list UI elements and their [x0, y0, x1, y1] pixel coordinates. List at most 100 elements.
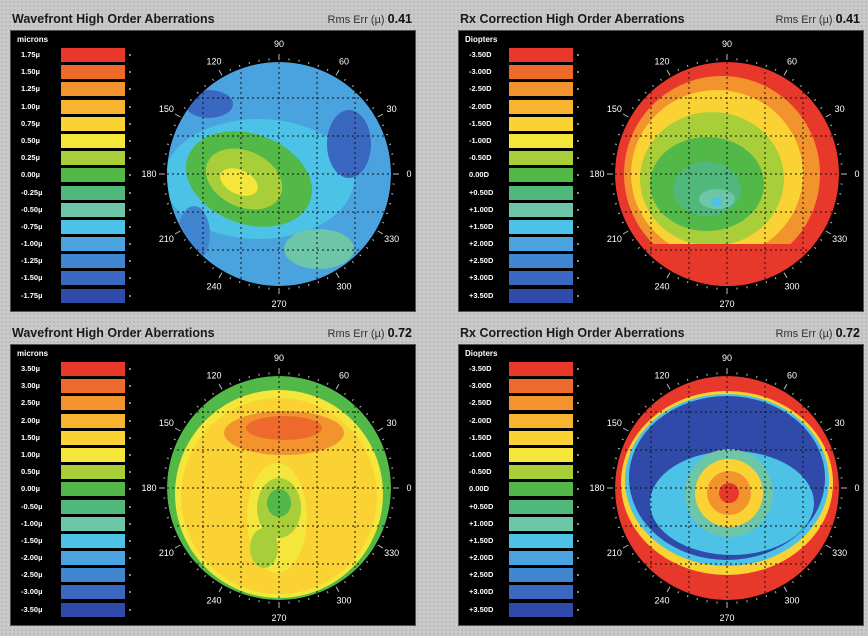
- rms-readout: Rms Err (µ) 0.41: [327, 12, 412, 26]
- legend-value: +0.50D: [469, 187, 494, 197]
- aberration-map: microns 3.50µ 3.00µ 2.50µ 2.00µ 1.50µ 1.00µ 0.…: [10, 344, 416, 626]
- legend-row: -2.00D: [469, 413, 579, 430]
- angle-label-210: 210: [607, 548, 622, 558]
- legend-value: -3.50D: [469, 364, 492, 373]
- angle-label-0: 0: [854, 483, 859, 493]
- legend-swatch: [509, 271, 573, 286]
- angle-label-120: 120: [654, 370, 669, 380]
- legend-swatch: [61, 219, 125, 234]
- legend-row: -0.50µ: [21, 202, 131, 219]
- legend-swatch: [61, 82, 125, 97]
- legend-row: +1.00D: [469, 202, 579, 219]
- angle-label-300: 300: [336, 282, 351, 292]
- legend-row: 1.25µ: [21, 81, 131, 98]
- angle-label-330: 330: [384, 548, 399, 558]
- legend-swatch: [509, 99, 573, 114]
- legend-value: +1.00D: [469, 204, 494, 214]
- legend-value: +0.50D: [469, 501, 494, 511]
- legend-swatch: [61, 116, 125, 131]
- legend-value: 0.50µ: [21, 467, 40, 477]
- legend-row: -2.50D: [469, 81, 579, 98]
- legend-swatch: [509, 48, 573, 62]
- angle-label-210: 210: [159, 548, 174, 558]
- angle-label-0: 0: [854, 169, 859, 179]
- legend-value: 1.25µ: [21, 84, 40, 94]
- legend-swatch: [509, 585, 573, 600]
- legend-swatch: [509, 133, 573, 148]
- polar-map: 90 120 60 150 30 180 0 210 330 240 300 270: [589, 39, 859, 309]
- legend-row: 1.00µ: [21, 99, 131, 116]
- angle-label-180: 180: [141, 483, 156, 493]
- legend-row: -1.00µ: [21, 516, 131, 533]
- legend-swatch: [509, 482, 573, 497]
- legend-value: 1.00µ: [21, 449, 40, 459]
- legend-value: 1.00µ: [21, 101, 40, 111]
- panel-rx-bottom: Rx Correction High Order Aberrations Rms…: [458, 322, 864, 626]
- legend-swatch: [509, 254, 573, 269]
- legend-swatch: [61, 185, 125, 200]
- angle-label-240: 240: [654, 282, 669, 292]
- legend-swatch: [61, 602, 125, 617]
- angle-label-210: 210: [159, 234, 174, 244]
- legend-value: -1.50D: [469, 118, 492, 128]
- legend-value: -0.50D: [469, 153, 492, 163]
- legend-swatch: [61, 99, 125, 114]
- legend-row: +2.50D: [469, 567, 579, 584]
- legend-swatch: [509, 516, 573, 531]
- legend-value: 2.50µ: [21, 398, 40, 408]
- legend-value: -0.50µ: [21, 501, 43, 511]
- angle-label-330: 330: [384, 234, 399, 244]
- rms-readout: Rms Err (µ) 0.72: [327, 326, 412, 340]
- legend-swatch: [61, 482, 125, 497]
- legend-row: 1.00µ: [21, 447, 131, 464]
- legend-row: -2.50µ: [21, 567, 131, 584]
- angle-label-180: 180: [141, 169, 156, 179]
- legend-row: -2.50D: [469, 395, 579, 412]
- legend-value: 0.00D: [469, 170, 490, 180]
- legend-swatch: [509, 396, 573, 411]
- polar-map: 90 120 60 150 30 180 0 210 330 240 300 270: [141, 39, 411, 309]
- legend-value: +3.50D: [469, 290, 494, 300]
- legend-swatch: [61, 379, 125, 394]
- legend-swatch: [61, 151, 125, 166]
- angle-label-60: 60: [339, 370, 349, 380]
- legend-row: 0.00µ: [21, 167, 131, 184]
- tick-ring: [607, 368, 847, 608]
- legend-row: -3.00D: [469, 378, 579, 395]
- legend-row: -3.50D: [469, 47, 579, 64]
- legend-value: +1.50D: [469, 221, 494, 231]
- legend-row: 0.75µ: [21, 116, 131, 133]
- legend-row: +0.50D: [469, 185, 579, 202]
- legend-swatch: [61, 168, 125, 183]
- legend-row: -3.50D: [469, 361, 579, 378]
- legend-value: -1.75µ: [21, 290, 43, 300]
- grid: [615, 376, 839, 600]
- legend-value: 0.00µ: [21, 484, 40, 494]
- legend-value: 0.50µ: [21, 135, 40, 145]
- angle-label-120: 120: [654, 56, 669, 66]
- legend-value: -2.00D: [469, 101, 492, 111]
- rms-readout: Rms Err (µ) 0.41: [775, 12, 860, 26]
- legend-unit: microns: [17, 349, 49, 358]
- legend-row: -1.00D: [469, 133, 579, 150]
- legend-swatch: [61, 585, 125, 600]
- angle-label-210: 210: [607, 234, 622, 244]
- angle-label-30: 30: [387, 418, 397, 428]
- angle-label-120: 120: [206, 370, 221, 380]
- tick-ring: [607, 54, 847, 294]
- aberration-map: microns 1.75µ 1.50µ 1.25µ 1.00µ 0.75µ 0.50µ 0.…: [10, 30, 416, 312]
- angle-label-270: 270: [719, 613, 734, 623]
- legend-value: -1.50µ: [21, 273, 43, 283]
- legend-row: +1.50D: [469, 219, 579, 236]
- legend-row: -1.50µ: [21, 533, 131, 550]
- legend-row: -2.00µ: [21, 550, 131, 567]
- legend-value: -1.00D: [469, 449, 492, 459]
- legend-value: -2.50D: [469, 398, 492, 408]
- panel-title: Rx Correction High Order Aberrations Rms…: [460, 8, 864, 30]
- legend-swatch: [61, 568, 125, 583]
- angle-label-150: 150: [159, 418, 174, 428]
- legend-swatch: [61, 202, 125, 217]
- panel-wavefront-top: Wavefront High Order Aberrations Rms Err…: [10, 8, 416, 312]
- legend-row: 0.00D: [469, 481, 579, 498]
- legend-value: 0.25µ: [21, 153, 40, 163]
